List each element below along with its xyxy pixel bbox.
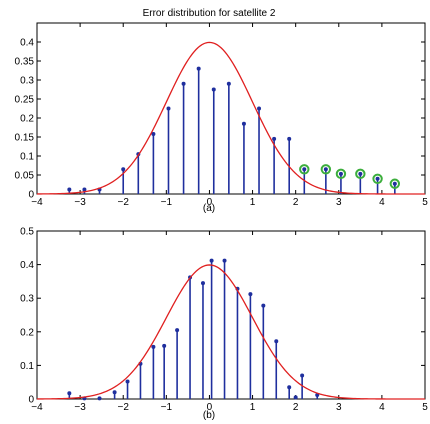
y-tick-label: 0.05: [15, 171, 35, 182]
y-tick-label: 0: [28, 190, 34, 201]
x-tick-label: −2: [118, 402, 130, 413]
stem-marker: [287, 136, 292, 141]
stem-marker: [375, 176, 380, 181]
stem-marker: [358, 171, 363, 176]
panel-a-label: (a): [203, 203, 215, 214]
y-tick-label: 0: [28, 395, 34, 406]
stem-marker: [222, 258, 227, 263]
axes-frame: [36, 230, 426, 400]
stem-marker: [166, 106, 171, 111]
highlight-circle: [372, 173, 383, 185]
stem-marker: [300, 373, 305, 378]
stem-marker: [209, 258, 214, 263]
x-tick-label: −4: [31, 402, 43, 413]
x-tick-label: 1: [250, 197, 256, 208]
y-tick-label: 0.1: [20, 152, 34, 163]
stem-marker: [67, 187, 72, 192]
y-tick-label: 0.1: [20, 361, 34, 372]
stem-marker: [323, 167, 328, 172]
figure-title: Error distribution for satellite 2: [143, 8, 276, 19]
stem-marker: [261, 303, 266, 308]
stem-marker: [125, 379, 130, 384]
x-tick-label: −4: [31, 197, 43, 208]
x-tick-label: 4: [379, 402, 385, 413]
x-tick-label: −1: [161, 402, 173, 413]
stem-marker: [392, 181, 397, 186]
x-tick-label: −1: [161, 197, 173, 208]
stem-marker: [338, 171, 343, 176]
stem-marker: [293, 395, 298, 400]
stem-marker: [248, 292, 253, 297]
stem-marker: [121, 167, 126, 172]
stem-marker: [302, 167, 307, 172]
highlight-circle: [335, 168, 347, 180]
stem-marker: [151, 131, 156, 136]
y-tick-label: 0.25: [15, 95, 35, 106]
stem-marker: [181, 81, 186, 86]
y-tick-label: 0.4: [20, 260, 34, 271]
x-tick-label: 3: [336, 402, 342, 413]
x-tick-label: 1: [250, 402, 256, 413]
highlight-circle: [389, 178, 401, 189]
y-tick-label: 0.15: [15, 133, 35, 144]
y-tick-label: 0.35: [15, 57, 35, 68]
x-tick-label: −3: [74, 402, 86, 413]
stem-marker: [67, 391, 72, 396]
x-tick-label: 3: [336, 197, 342, 208]
highlight-circle: [355, 168, 366, 180]
y-tick-label: 0.5: [20, 227, 34, 238]
stem-marker: [272, 136, 277, 141]
panel-a: −4 −3 −2 −1 0 1 2 3 4 5 0 0.05 0.1 0.15 0.2 0.25 0.3 0.35…: [15, 22, 428, 208]
stem-marker: [97, 396, 102, 401]
stem-marker: [162, 343, 167, 348]
panel-b: −4 −3 −2 −1 0 1 2 3 4 5 0 0.1 0.2 0.3 0.4 0.5: [20, 227, 428, 414]
panel-b-label: (b): [203, 410, 215, 421]
y-tick-label: 0.3: [20, 76, 34, 87]
x-tick-label: −3: [74, 197, 86, 208]
highlight-circle: [320, 164, 332, 175]
x-tick-label: 5: [422, 402, 428, 413]
stem-marker: [196, 66, 201, 71]
x-tick-label: 4: [379, 197, 385, 208]
normal-curve: [36, 264, 425, 400]
stem-marker: [287, 385, 292, 390]
y-tick-label: 0.3: [20, 294, 34, 305]
x-tick-label: 2: [293, 402, 299, 413]
y-tick-label: 0.4: [20, 38, 34, 49]
y-tick-label: 0.2: [20, 114, 34, 125]
stem-marker: [226, 81, 231, 86]
x-tick-label: −2: [118, 197, 130, 208]
x-tick-label: 5: [422, 197, 428, 208]
highlight-circle: [299, 164, 310, 175]
y-tick-label: 0.2: [20, 327, 34, 338]
stem-marker: [200, 281, 205, 286]
x-tick-label: 0: [207, 402, 213, 413]
x-tick-label: 2: [293, 197, 299, 208]
normal-curve: [36, 41, 425, 195]
axes-frame: [36, 22, 426, 195]
stem-marker: [257, 106, 262, 111]
stem-marker: [82, 187, 87, 192]
stem-marker: [151, 344, 156, 349]
stem-marker: [175, 328, 180, 333]
stem-marker: [241, 121, 246, 126]
stem-marker: [112, 390, 117, 395]
x-tick-label: 0: [207, 197, 213, 208]
stem-marker: [274, 339, 279, 344]
stem-marker: [211, 87, 216, 92]
